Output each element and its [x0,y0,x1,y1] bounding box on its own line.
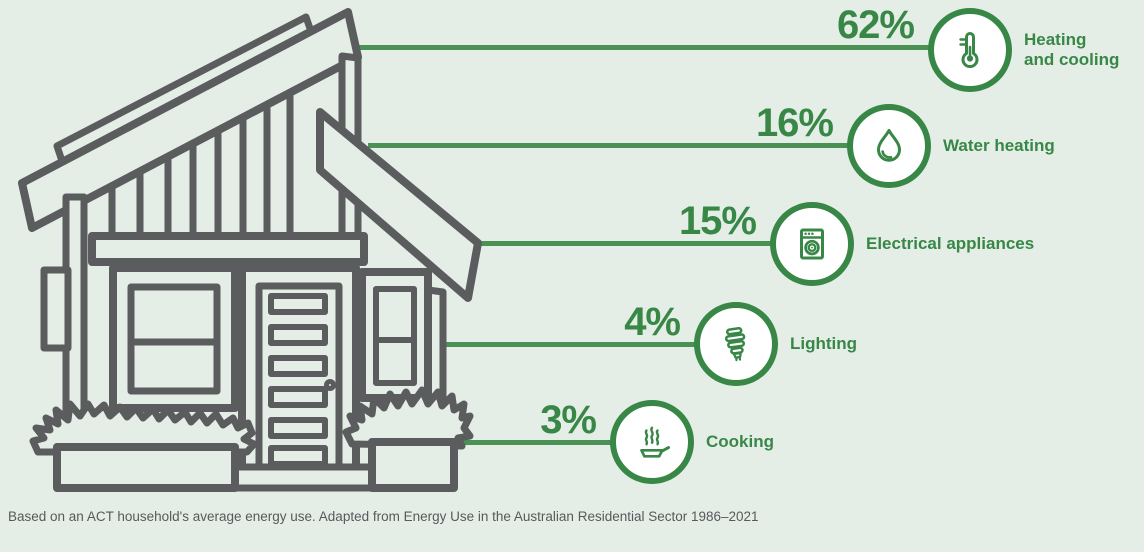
percent-cooking: 3% [540,398,597,442]
percent-heating-cooling: 62% [836,3,915,47]
water-heating-badge [847,104,931,188]
label-cooking: Cooking [706,432,774,451]
percent-electrical-appliances: 15% [678,199,757,243]
source-note: Based on an ACT household's average ener… [8,509,759,524]
connector-line-electrical-appliances [476,241,780,246]
connector-line-water-heating [368,143,857,148]
house-illustration [18,8,482,492]
label-electrical-appliances: Electrical appliances [866,234,1035,253]
label-heating-cooling: Heating and cooling [1024,30,1120,69]
connector-line-cooking [452,440,620,445]
connector-line-lighting [432,342,704,347]
connector-line-heating-cooling [352,45,938,50]
percent-lighting: 4% [624,300,681,344]
thermometer-icon [959,32,979,68]
percent-water-heating: 16% [755,101,834,145]
lighting-badge [694,302,778,386]
washing-machine-icon [800,228,824,260]
label-lighting: Lighting [790,334,858,353]
electrical-appliances-badge [770,202,854,286]
label-water-heating: Water heating [943,136,1055,155]
frying-pan-icon [640,426,670,458]
cfl-bulb-icon [724,327,746,362]
water-drop-icon [877,129,901,162]
cooking-badge [610,400,694,484]
heating-cooling-badge [928,8,1012,92]
